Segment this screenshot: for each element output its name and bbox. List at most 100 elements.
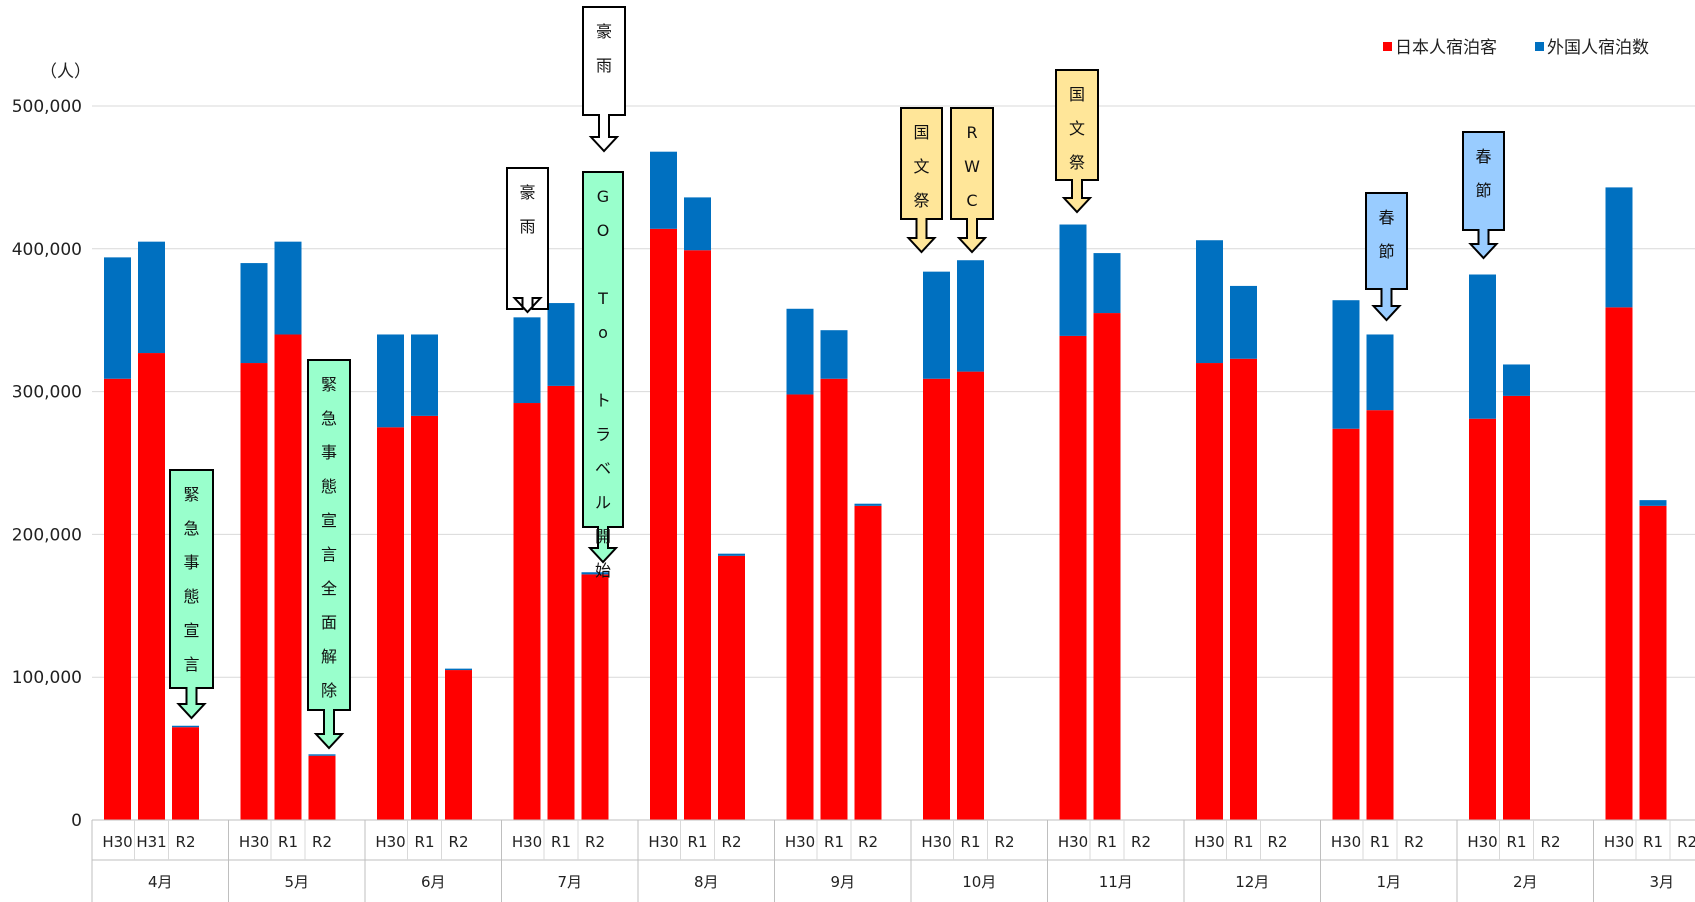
bar-category-label: R2 (722, 833, 742, 851)
bar-foreign (1605, 187, 1633, 308)
legend-item: 外国人宿泊数 (1535, 38, 1649, 58)
bar-category-label: R1 (688, 833, 708, 851)
bar-japanese (1605, 307, 1633, 820)
annotation-callout: 緊急事態宣言 (169, 469, 214, 720)
bar-japanese (377, 427, 404, 820)
bar-foreign (138, 241, 165, 354)
bar-japanese (1639, 505, 1667, 820)
bar-foreign (854, 503, 882, 506)
bar-foreign (104, 257, 131, 379)
bar-foreign (1639, 500, 1667, 506)
bar-category-label: H30 (1058, 833, 1088, 851)
bar-category-label: R1 (1370, 833, 1390, 851)
month-label: 4月 (148, 873, 173, 891)
bar-japanese (513, 403, 541, 820)
bar-foreign (650, 151, 677, 229)
callout-text: 春節 (1378, 208, 1394, 261)
bar-foreign (308, 754, 336, 756)
bar-japanese (445, 670, 472, 820)
bar-japanese (1059, 335, 1087, 820)
bar-foreign (172, 725, 199, 728)
bar-category-label: H30 (1604, 833, 1634, 851)
month-label: 9月 (830, 873, 855, 891)
bar-category-label: H30 (921, 833, 951, 851)
y-tick-label: 300,000 (12, 383, 82, 403)
bar-japanese (718, 555, 745, 820)
bar-japanese (1503, 395, 1530, 820)
callout-text: 春節 (1475, 147, 1491, 200)
bar-japanese (1196, 363, 1223, 820)
month-label: 10月 (962, 873, 996, 891)
callout-text: 緊急事態宣言全面解除 (321, 375, 337, 700)
y-tick-label: 100,000 (12, 668, 82, 688)
bar-foreign (684, 197, 711, 251)
bar-foreign (1059, 224, 1087, 336)
bar-category-label: H30 (785, 833, 815, 851)
bar-japanese (411, 415, 438, 820)
annotation-callout: 春節 (1365, 192, 1408, 322)
bar-foreign (957, 260, 984, 372)
bar-category-label: R2 (858, 833, 878, 851)
legend-item: 日本人宿泊客 (1383, 38, 1497, 58)
callout-arrow-box (582, 171, 624, 564)
bar-category-label: R2 (995, 833, 1015, 851)
legend-swatch (1535, 42, 1544, 51)
bar-foreign (1469, 274, 1496, 419)
callout-arrow-box (900, 107, 943, 254)
bar-japanese (1332, 428, 1360, 820)
bar-category-label: R2 (1131, 833, 1151, 851)
annotation-callout: 国文祭 (900, 107, 943, 254)
bar-japanese (854, 505, 882, 820)
bar-japanese (1230, 358, 1257, 820)
bar-japanese (240, 363, 268, 820)
bar-japanese (650, 228, 677, 821)
bar-japanese (1469, 418, 1496, 820)
y-tick-label: 500,000 (12, 97, 82, 117)
bar-japanese (684, 250, 711, 820)
bar-japanese (820, 378, 848, 820)
bar-category-label: H30 (1331, 833, 1361, 851)
bar-foreign (377, 334, 404, 428)
bar-foreign (274, 241, 302, 335)
legend-label: 外国人宿泊数 (1547, 38, 1649, 58)
bar-category-label: H30 (375, 833, 405, 851)
callout-arrow-box (506, 167, 549, 314)
bar-category-label: R2 (176, 833, 196, 851)
y-axis-unit-label: （人） (40, 62, 91, 82)
bar-category-label: R1 (1507, 833, 1527, 851)
month-label: 8月 (694, 873, 719, 891)
bar-foreign (820, 330, 848, 379)
y-axis-ticks: 0 100,000 200,000 300,000 400,000 500,000 (12, 97, 82, 831)
bar-category-label: R2 (1268, 833, 1288, 851)
bar-foreign (1093, 253, 1121, 314)
y-tick-label: 0 (71, 811, 82, 831)
bar-foreign (786, 308, 814, 395)
bar-japanese (172, 727, 199, 820)
callout-arrow-box (307, 359, 351, 750)
bar-category-label: R1 (1643, 833, 1663, 851)
callout-arrow-box (1365, 192, 1408, 322)
callout-arrow-box (169, 469, 214, 720)
bar-japanese (786, 394, 814, 820)
bar-japanese (104, 378, 131, 820)
bar-japanese (274, 334, 302, 820)
bar-foreign (1366, 334, 1394, 411)
bar-category-label: R2 (312, 833, 332, 851)
callout-arrow-box (582, 6, 626, 153)
bar-category-label: H30 (1467, 833, 1497, 851)
annotation-callout: 豪雨 (582, 6, 626, 153)
y-tick-label: 400,000 (12, 240, 82, 260)
bar-japanese (957, 371, 984, 820)
bar-japanese (581, 574, 609, 820)
month-label: 7月 (557, 873, 582, 891)
bar-category-label: R1 (824, 833, 844, 851)
y-tick-label: 200,000 (12, 525, 82, 545)
bar-category-label: H30 (102, 833, 132, 851)
bar-category-label: R2 (585, 833, 605, 851)
annotation-callout: 緊急事態宣言全面解除 (307, 359, 351, 750)
callout-text: 国文祭 (913, 123, 929, 210)
